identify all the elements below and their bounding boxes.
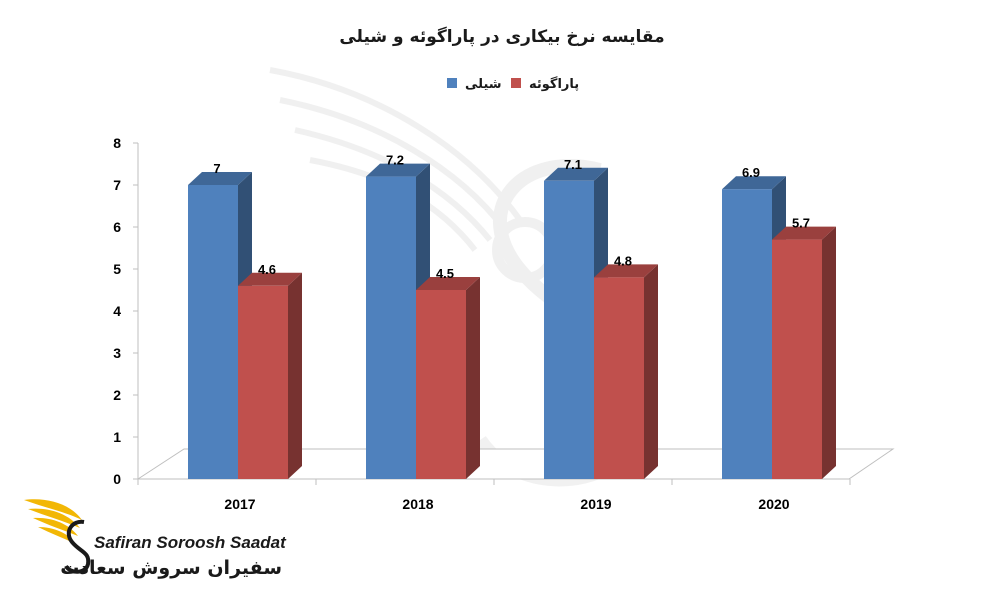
- bar-top: [238, 272, 302, 286]
- y-tick-label: 4: [113, 303, 121, 319]
- data-label: 7.1: [564, 157, 582, 172]
- brand-logo: Safiran Soroosh Saadat سفیران سروش سعادت: [24, 499, 287, 579]
- bar-front: [416, 290, 466, 479]
- bar-side: [466, 277, 480, 479]
- bar-top: [416, 277, 480, 290]
- x-axis: 2017 2018 2019 2020: [137, 478, 851, 512]
- bar-1-3: [772, 226, 836, 479]
- data-label: 6.9: [742, 165, 760, 180]
- data-label: 5.7: [792, 216, 810, 231]
- bar-1-1: [416, 277, 480, 479]
- y-tick-label: 0: [113, 471, 121, 487]
- x-tick-label: 2018: [402, 496, 433, 512]
- legend-label-series-1: پاراگوئه: [529, 76, 579, 92]
- bar-front: [544, 180, 594, 480]
- bars: [188, 163, 836, 480]
- y-tick-label: 1: [113, 429, 121, 445]
- bar-front: [772, 239, 822, 479]
- y-tick-label: 2: [113, 387, 121, 403]
- bar-side: [822, 226, 836, 479]
- legend-item-series-1: پاراگوئه: [511, 76, 579, 92]
- data-label: 7: [213, 161, 220, 176]
- bar-front: [594, 277, 644, 479]
- bar-front: [722, 189, 772, 479]
- legend-swatch-series-1: [511, 78, 521, 88]
- chart-title: مقایسه نرخ بیکاری در پاراگوئه و شیلی: [339, 26, 664, 47]
- bar-1-0: [238, 272, 302, 479]
- bar-1-2: [594, 264, 658, 479]
- bar-top: [188, 172, 252, 185]
- legend-item-series-0: شیلی: [447, 77, 502, 92]
- bar-front: [188, 185, 238, 479]
- data-labels: 7 4.6 7.2 4.5 7.1 4.8 6.9 5.7: [213, 153, 810, 281]
- bar-front: [366, 176, 416, 479]
- bar-top: [772, 226, 836, 240]
- legend-swatch-series-0: [447, 78, 457, 88]
- data-label: 4.6: [258, 262, 276, 277]
- brand-name-fa: سفیران سروش سعادت: [60, 557, 282, 579]
- y-tick-label: 3: [113, 345, 121, 361]
- legend: شیلی پاراگوئه: [447, 76, 579, 92]
- bar-front: [238, 285, 288, 479]
- x-tick-label: 2020: [758, 496, 789, 512]
- data-label: 4.5: [436, 266, 454, 281]
- y-tick-label: 6: [113, 219, 121, 235]
- bar-top: [722, 176, 786, 190]
- brand-name-en: Safiran Soroosh Saadat: [94, 533, 287, 552]
- data-label: 7.2: [386, 153, 404, 168]
- y-axis: 0 1 2 3 4 5 6 7 8: [113, 135, 139, 487]
- bar-side: [288, 272, 302, 479]
- data-label: 4.8: [614, 253, 632, 268]
- y-tick-label: 5: [113, 261, 121, 277]
- y-tick-label: 8: [113, 135, 121, 151]
- bar-top: [366, 163, 430, 177]
- phoenix-wing-logo-icon: [24, 499, 91, 574]
- bar-top: [594, 264, 658, 278]
- x-tick-label: 2019: [580, 496, 611, 512]
- bar-side: [644, 264, 658, 479]
- bar-top: [544, 167, 608, 181]
- x-tick-label: 2017: [224, 496, 255, 512]
- y-tick-label: 7: [113, 177, 121, 193]
- legend-label-series-0: شیلی: [465, 77, 502, 92]
